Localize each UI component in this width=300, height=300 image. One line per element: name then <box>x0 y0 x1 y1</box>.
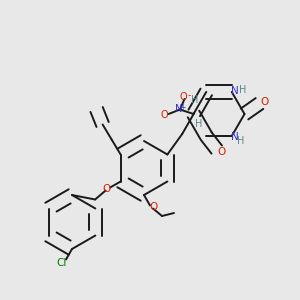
Text: H: H <box>237 136 244 146</box>
Text: N: N <box>232 86 239 96</box>
Text: O: O <box>160 110 168 120</box>
Text: O: O <box>102 184 111 194</box>
Text: H: H <box>238 85 246 95</box>
Text: O: O <box>217 147 225 157</box>
Text: -: - <box>188 92 190 100</box>
Text: N: N <box>232 132 239 142</box>
Text: H: H <box>195 119 202 129</box>
Text: H: H <box>191 95 199 105</box>
Text: O: O <box>149 202 158 212</box>
Text: +: + <box>179 103 186 112</box>
Text: N: N <box>175 104 182 115</box>
Text: Cl: Cl <box>56 258 67 268</box>
Text: O: O <box>180 92 188 102</box>
Text: O: O <box>261 97 269 107</box>
